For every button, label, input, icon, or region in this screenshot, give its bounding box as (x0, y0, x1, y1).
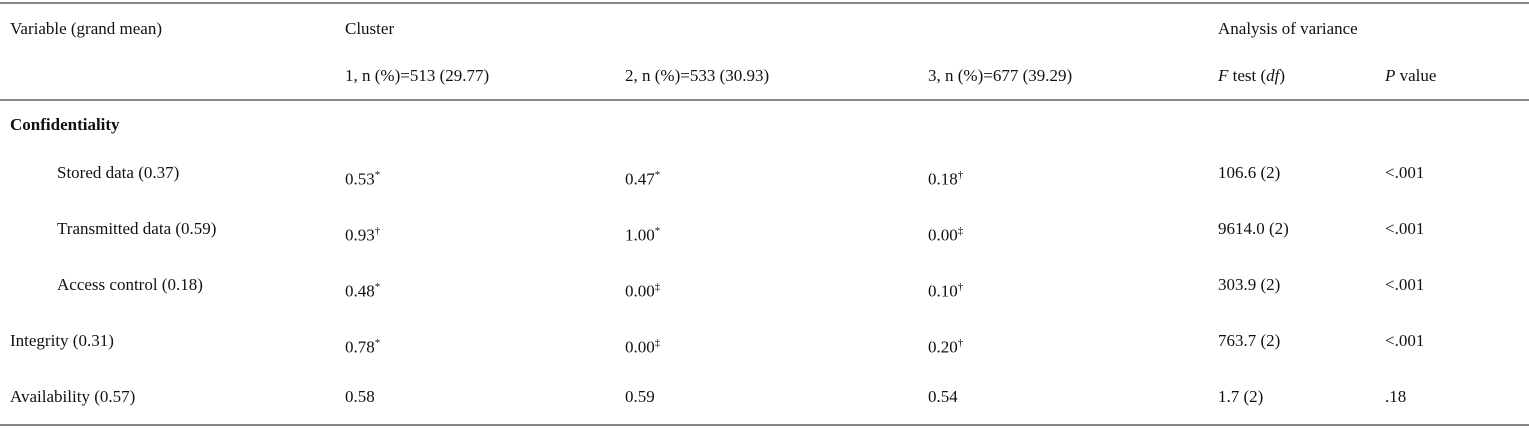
header-text: df (1266, 66, 1280, 85)
header-cell: P value (1375, 51, 1529, 101)
table-row: Availability (0.57) 0.58 0.59 0.54 1.7 (2) .1… (0, 369, 1529, 425)
cell-value: 0.93 (345, 225, 375, 245)
value-cell: 0.48* (335, 257, 615, 313)
table-row: Stored data (0.37) 0.53* 0.47* 0.18† 106.6 (… (0, 145, 1529, 201)
value-cell: 0.58 (335, 369, 615, 425)
value-cell: 0.10† (918, 257, 1208, 313)
footnote-mark: † (957, 169, 964, 181)
header-cell: 1, n (%)=513 (29.77) (335, 51, 615, 101)
header-cell: 2, n (%)=533 (30.93) (615, 51, 918, 101)
footnote-mark: ‡ (654, 337, 661, 349)
row-label: Transmitted data (0.59) (57, 219, 217, 238)
cell-value: 0.10 (928, 281, 958, 301)
row-label: Stored data (0.37) (57, 163, 180, 182)
value-cell: 0.53* (335, 145, 615, 201)
value-cell: 0.00‡ (615, 313, 918, 369)
p-value-cell: <.001 (1385, 331, 1425, 350)
row-label: Access control (0.18) (57, 275, 203, 294)
f-test-cell: 763.7 (2) (1218, 331, 1281, 350)
cell-value: 0.78 (345, 337, 375, 357)
value-cell: 0.59 (615, 369, 918, 425)
header-row: Variable (grand mean) Cluster Analysis o… (0, 3, 1529, 51)
table-row: Access control (0.18) 0.48* 0.00‡ 0.10† 303.… (0, 257, 1529, 313)
value-cell: 0.93† (335, 201, 615, 257)
header-cell (0, 51, 335, 101)
value-cell: 0.18† (918, 145, 1208, 201)
p-value-cell: <.001 (1385, 163, 1425, 182)
f-test-cell: 303.9 (2) (1218, 275, 1281, 294)
p-value-cell: <.001 (1385, 275, 1425, 294)
cell-value: 0.18 (928, 169, 958, 189)
value-cell: 0.20† (918, 313, 1208, 369)
footnote-mark: * (374, 169, 381, 181)
cell-value: 0.53 (345, 169, 375, 189)
table-row: Integrity (0.31) 0.78* 0.00‡ 0.20† 763.7 (2)… (0, 313, 1529, 369)
cell-value: 1.00 (625, 225, 655, 245)
cell-value: 0.59 (625, 387, 655, 406)
row-label: Availability (0.57) (10, 387, 136, 406)
cell-value: 0.54 (928, 387, 958, 406)
p-value-cell: .18 (1385, 387, 1407, 406)
header-cell: Cluster (345, 19, 395, 38)
footnote-mark: * (374, 337, 381, 349)
cell-value: 0.00 (625, 281, 655, 301)
f-test-cell: 1.7 (2) (1218, 387, 1264, 406)
row-label: Integrity (0.31) (10, 331, 114, 350)
table-row: Confidentiality (0, 100, 1529, 145)
header-text: value (1395, 66, 1437, 85)
header-cell: F test (df) (1208, 51, 1375, 101)
value-cell: 0.00‡ (615, 257, 918, 313)
footnote-mark: * (654, 225, 661, 237)
value-cell: 0.78* (335, 313, 615, 369)
f-test-cell: 9614.0 (2) (1218, 219, 1289, 238)
footnote-mark: † (957, 281, 964, 293)
cell-value: 0.58 (345, 387, 375, 406)
footnote-mark: * (374, 281, 381, 293)
footnote-mark: † (957, 337, 964, 349)
cell-value: 0.20 (928, 337, 958, 357)
cell-value: 0.48 (345, 281, 375, 301)
f-test-cell: 106.6 (2) (1218, 163, 1281, 182)
cell-value: 0.00 (625, 337, 655, 357)
footnote-mark: † (374, 225, 381, 237)
cell-value: 0.00 (928, 225, 958, 245)
footnote-mark: * (654, 169, 661, 181)
value-cell: 0.00‡ (918, 201, 1208, 257)
p-value-cell: <.001 (1385, 219, 1425, 238)
value-cell: 0.54 (918, 369, 1208, 425)
header-cell: Analysis of variance (1218, 19, 1358, 38)
footnote-mark: ‡ (654, 281, 661, 293)
header-text: test ( (1228, 66, 1267, 85)
value-cell: 0.47* (615, 145, 918, 201)
row-label: Confidentiality (10, 115, 120, 134)
header-cell: Variable (grand mean) (10, 19, 162, 38)
table-row: Transmitted data (0.59) 0.93† 1.00* 0.00‡ 96… (0, 201, 1529, 257)
header-cell: 3, n (%)=677 (39.29) (918, 51, 1208, 101)
footnote-mark: ‡ (957, 225, 964, 237)
header-text: P (1385, 66, 1396, 85)
header-text: ) (1279, 66, 1286, 85)
value-cell: 1.00* (615, 201, 918, 257)
header-row: 1, n (%)=513 (29.77) 2, n (%)=533 (30.93… (0, 51, 1529, 101)
cell-value: 0.47 (625, 169, 655, 189)
header-text: F (1218, 66, 1229, 85)
